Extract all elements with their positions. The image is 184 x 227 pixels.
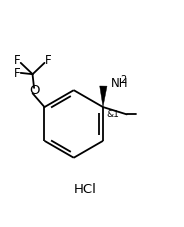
- Text: F: F: [45, 54, 51, 67]
- Text: &1: &1: [106, 110, 119, 119]
- Text: HCl: HCl: [73, 183, 96, 195]
- Text: 2: 2: [121, 74, 127, 84]
- Text: O: O: [29, 84, 39, 97]
- Text: F: F: [14, 54, 21, 67]
- Text: NH: NH: [111, 76, 128, 89]
- Text: F: F: [14, 67, 21, 80]
- Polygon shape: [100, 87, 107, 108]
